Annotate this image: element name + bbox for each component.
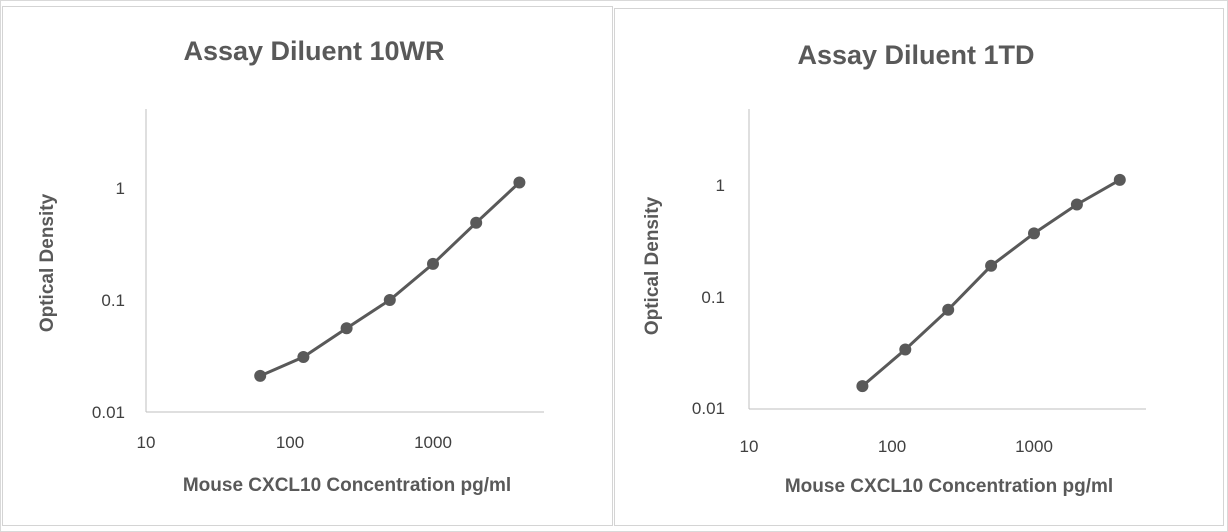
data-point [1028, 227, 1040, 240]
y-axis-label: Optical Density [37, 193, 58, 332]
data-point [1113, 173, 1126, 186]
x-tick-label: 1000 [1015, 437, 1053, 456]
chart-title: Assay Diluent 10WR [183, 36, 444, 66]
chart-title: Assay Diluent 1TD [797, 40, 1034, 70]
x-tick-label: 10 [137, 433, 156, 452]
y-tick-label: 1 [716, 176, 725, 195]
data-point [340, 322, 353, 335]
series-line [861, 178, 1121, 388]
data-point [856, 380, 869, 393]
y-tick-label: 0.1 [701, 288, 725, 307]
data-point [985, 259, 998, 272]
data-point [427, 257, 439, 270]
chart-left: Assay Diluent 10WR Optical Density Mouse… [37, 36, 544, 496]
data-point [383, 294, 396, 306]
plot-area [145, 109, 544, 413]
x-tick-label: 1000 [414, 433, 452, 452]
data-point [899, 343, 912, 356]
data-point [1070, 198, 1083, 211]
x-tick-label: 100 [878, 437, 906, 456]
chart-right: Assay Diluent 1TD Optical Density Mouse … [642, 40, 1146, 497]
data-point [254, 369, 267, 382]
data-point [942, 303, 955, 316]
y-axis-label: Optical Density [642, 196, 663, 335]
data-point [470, 216, 483, 229]
x-tick-label: 10 [740, 437, 759, 456]
x-tick-label: 100 [276, 433, 304, 452]
x-axis-label: Mouse CXCL10 Concentration pg/ml [183, 475, 511, 496]
chart-panel-left: Assay Diluent 10WR Optical Density Mouse… [2, 6, 613, 526]
plot-area [748, 109, 1146, 410]
y-tick-label: 0.01 [692, 399, 725, 418]
x-axis-label: Mouse CXCL10 Concentration pg/ml [785, 476, 1113, 497]
y-tick-label: 0.01 [92, 403, 125, 422]
data-point [297, 351, 310, 363]
y-tick-label: 1 [116, 179, 125, 198]
data-point [513, 176, 526, 189]
chart-panel-right: Assay Diluent 1TD Optical Density Mouse … [614, 8, 1224, 526]
series-line [259, 181, 521, 378]
y-tick-label: 0.1 [101, 291, 125, 310]
